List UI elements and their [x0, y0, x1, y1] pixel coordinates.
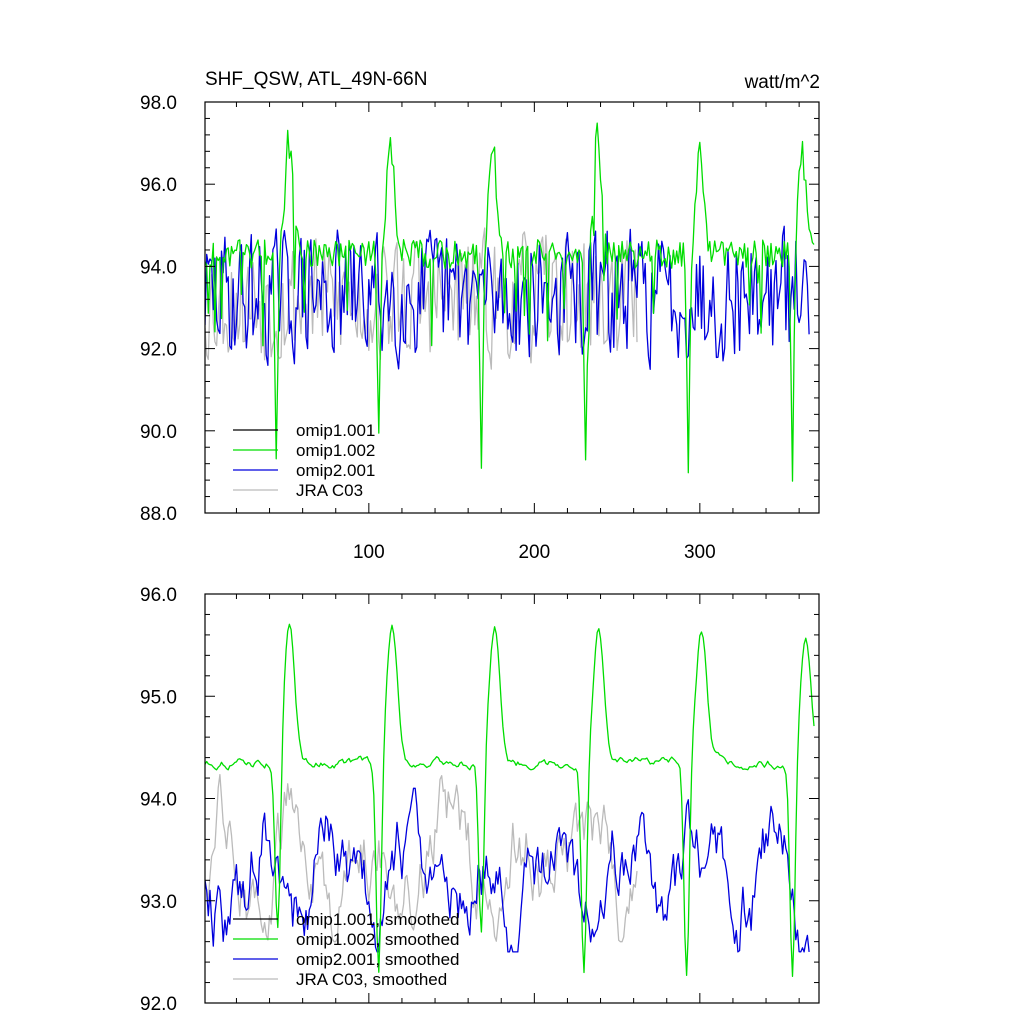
y-tick-label: 94.0 [140, 257, 177, 278]
series-line-omip2-001 [205, 225, 810, 370]
series-line-omip1-002 [205, 122, 815, 482]
x-tick-label: 300 [684, 542, 716, 563]
series-line-omip1-002-smoothed [205, 623, 815, 978]
legend-label: omip1.002, smoothed [296, 930, 460, 949]
legend-label: JRA C03, smoothed [296, 970, 447, 989]
legend-label: omip2.001 [296, 461, 375, 480]
y-tick-label: 96.0 [140, 585, 177, 606]
y-tick-label: 90.0 [140, 422, 177, 443]
legend-label: omip2.001, smoothed [296, 950, 460, 969]
series-line-jra-c03-smoothed [205, 773, 638, 943]
y-tick-label: 88.0 [140, 504, 177, 525]
x-tick-label: 100 [353, 542, 385, 563]
y-tick-label: 92.0 [140, 340, 177, 361]
y-tick-label: 95.0 [140, 687, 177, 708]
legend-label: omip1.001, smoothed [296, 910, 460, 929]
x-tick-label: 200 [518, 542, 550, 563]
y-tick-label: 96.0 [140, 175, 177, 196]
y-tick-label: 98.0 [140, 93, 177, 114]
legend-label: JRA C03 [296, 481, 363, 500]
legend-label: omip1.002 [296, 441, 375, 460]
chart-title: SHF_QSW, ATL_49N-66N [205, 69, 427, 90]
plot-frame [204, 101, 820, 514]
series-line-omip2-001-smoothed [205, 787, 810, 953]
units-label: watt/m^2 [744, 72, 820, 93]
y-tick-label: 94.0 [140, 790, 177, 811]
y-tick-label: 92.0 [140, 994, 177, 1015]
y-tick-label: 93.0 [140, 892, 177, 913]
top-panel: 88.0 90.0 92.0 94.0 96.0 98.0 100 200 300 omip1.0… [140, 93, 820, 563]
legend-label: omip1.001 [296, 421, 375, 440]
